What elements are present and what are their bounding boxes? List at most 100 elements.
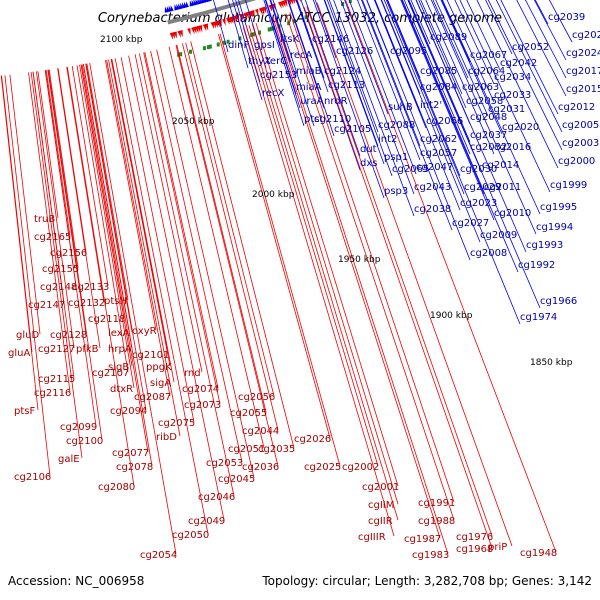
forward-leader-line [348,0,417,175]
reverse-leader-line [306,6,493,537]
reverse-gene-label: cg2107 [92,368,129,379]
forward-gene-label: ptsI [304,114,322,125]
forward-leader-line [400,0,495,221]
forward-leader-line [415,0,471,125]
forward-gene-label: cg2085 [420,66,457,77]
reverse-leader-line [143,52,221,405]
forward-gene-label: dinF [228,40,249,51]
forward-leader-line [418,0,467,109]
forward-leader-line [381,0,421,95]
reverse-gene-label: cg2049 [188,516,225,527]
kbp-tick-labels: 2100 kbp 2050 kbp 2000 kbp 1950 kbp 1900 kbp… [100,35,573,368]
forward-gene-label: cg2065 [392,164,429,175]
forward-gene-label: cg2034 [494,72,531,83]
forward-leader-line [446,0,495,103]
forward-gene-label: gpsI [254,40,275,51]
reverse-leader-line [57,68,87,253]
forward-leader-line [287,0,335,137]
forward-gene-label: suhB [388,102,413,113]
reverse-gene-mark [229,16,234,24]
reverse-leader-line [80,64,133,367]
reverse-gene-label: cg1968 [456,544,493,555]
forward-leader-line [403,0,471,155]
reverse-gene-label: cgIIM [368,500,394,511]
forward-gene-label: cg2028 [572,30,600,41]
forward-leader-line [407,0,483,173]
forward-leader-line [495,0,563,133]
genome-backbone [167,0,257,25]
forward-gene-label: cg2043 [414,182,451,193]
forward-gene-label: cg2066 [426,116,463,127]
forward-gene-mark [170,5,174,12]
reverse-gene-label: cg1948 [520,548,557,559]
forward-leader-line [383,0,465,195]
forward-gene-label: cg2153 [260,70,297,81]
forward-gene-label: cg2057 [420,148,457,159]
forward-gene-label: cg2011 [484,182,521,193]
reverse-gene-label: cg2074 [182,384,219,395]
forward-leader-line [361,0,453,231]
forward-gene-label: miaB [296,66,322,77]
forward-leader-line [380,0,481,243]
forward-leader-line [344,0,389,115]
forward-gene-label: cg2031 [488,104,525,115]
forward-gene-label: cg2063 [462,82,499,93]
reverse-gene-label: ribD [156,432,177,443]
reverse-leader-line [106,59,171,397]
reverse-gene-mark [233,15,238,23]
feature-mark-green [179,52,183,57]
reverse-gene-mark [210,21,215,30]
reverse-leader-line [82,64,153,467]
kbp-tick-label: 1850 kbp [530,358,573,368]
forward-gene-label: cg2023 [460,198,497,209]
reverse-gene-mark [171,31,175,40]
forward-leader-line [385,0,521,325]
reverse-gene-label: cg2025 [304,462,341,473]
reverse-leader-line [255,22,399,487]
reverse-gene-label: cg2001 [362,482,399,493]
reverse-leader-line [144,52,219,389]
reverse-gene-label: priP [488,542,507,553]
reverse-gene-label: cg2078 [116,462,153,473]
reverse-leader-line [85,63,133,333]
forward-gene-label: cg2003 [562,138,599,149]
reverse-gene-label: hrpA [108,344,132,355]
reverse-gene-label: cg2044 [242,426,279,437]
reverse-leader-line [32,71,75,379]
reverse-gene-label: cg2127 [38,344,75,355]
forward-leader-line [459,0,551,193]
reverse-leader-line [111,58,175,383]
forward-leader-line [440,0,503,135]
forward-leader-line [323,0,385,165]
reverse-gene-label: cg2073 [184,400,221,411]
reverse-leader-line [175,45,279,467]
reverse-gene-label: cg2077 [112,448,149,459]
reverse-gene-label: cg2147 [28,300,65,311]
forward-gene-label: cg2014 [482,160,519,171]
reverse-gene-mark [177,30,181,38]
forward-gene-label: cg2017 [566,66,600,77]
reverse-gene-label: cg2035 [258,444,295,455]
reverse-leader-line [134,54,203,373]
forward-gene-label: cg2113 [328,80,365,91]
forward-gene-label: cg2126 [336,46,373,57]
reverse-leader-line [246,25,379,467]
forward-leader-line [300,0,361,171]
forward-leader-line [435,0,489,117]
reverse-gene-label: cg2100 [66,436,103,447]
reverse-gene-label: cg2056 [238,392,275,403]
reverse-gene-label: cg2045 [218,474,255,485]
forward-gene-label: cg2024 [566,48,600,59]
reverse-leader-line [47,69,87,335]
reverse-gene-label: cg2075 [158,418,195,429]
reverse-leader-line [37,71,59,219]
reverse-gene-mark [245,11,249,19]
forward-leader-line [227,0,249,69]
forward-leader-line [340,0,415,195]
reverse-leader-line [36,71,75,349]
reverse-gene-label: cg2106 [14,472,51,483]
forward-gene-label: thyX [248,56,271,67]
reverse-leader-line [190,41,295,449]
reverse-leader-line [139,53,235,497]
